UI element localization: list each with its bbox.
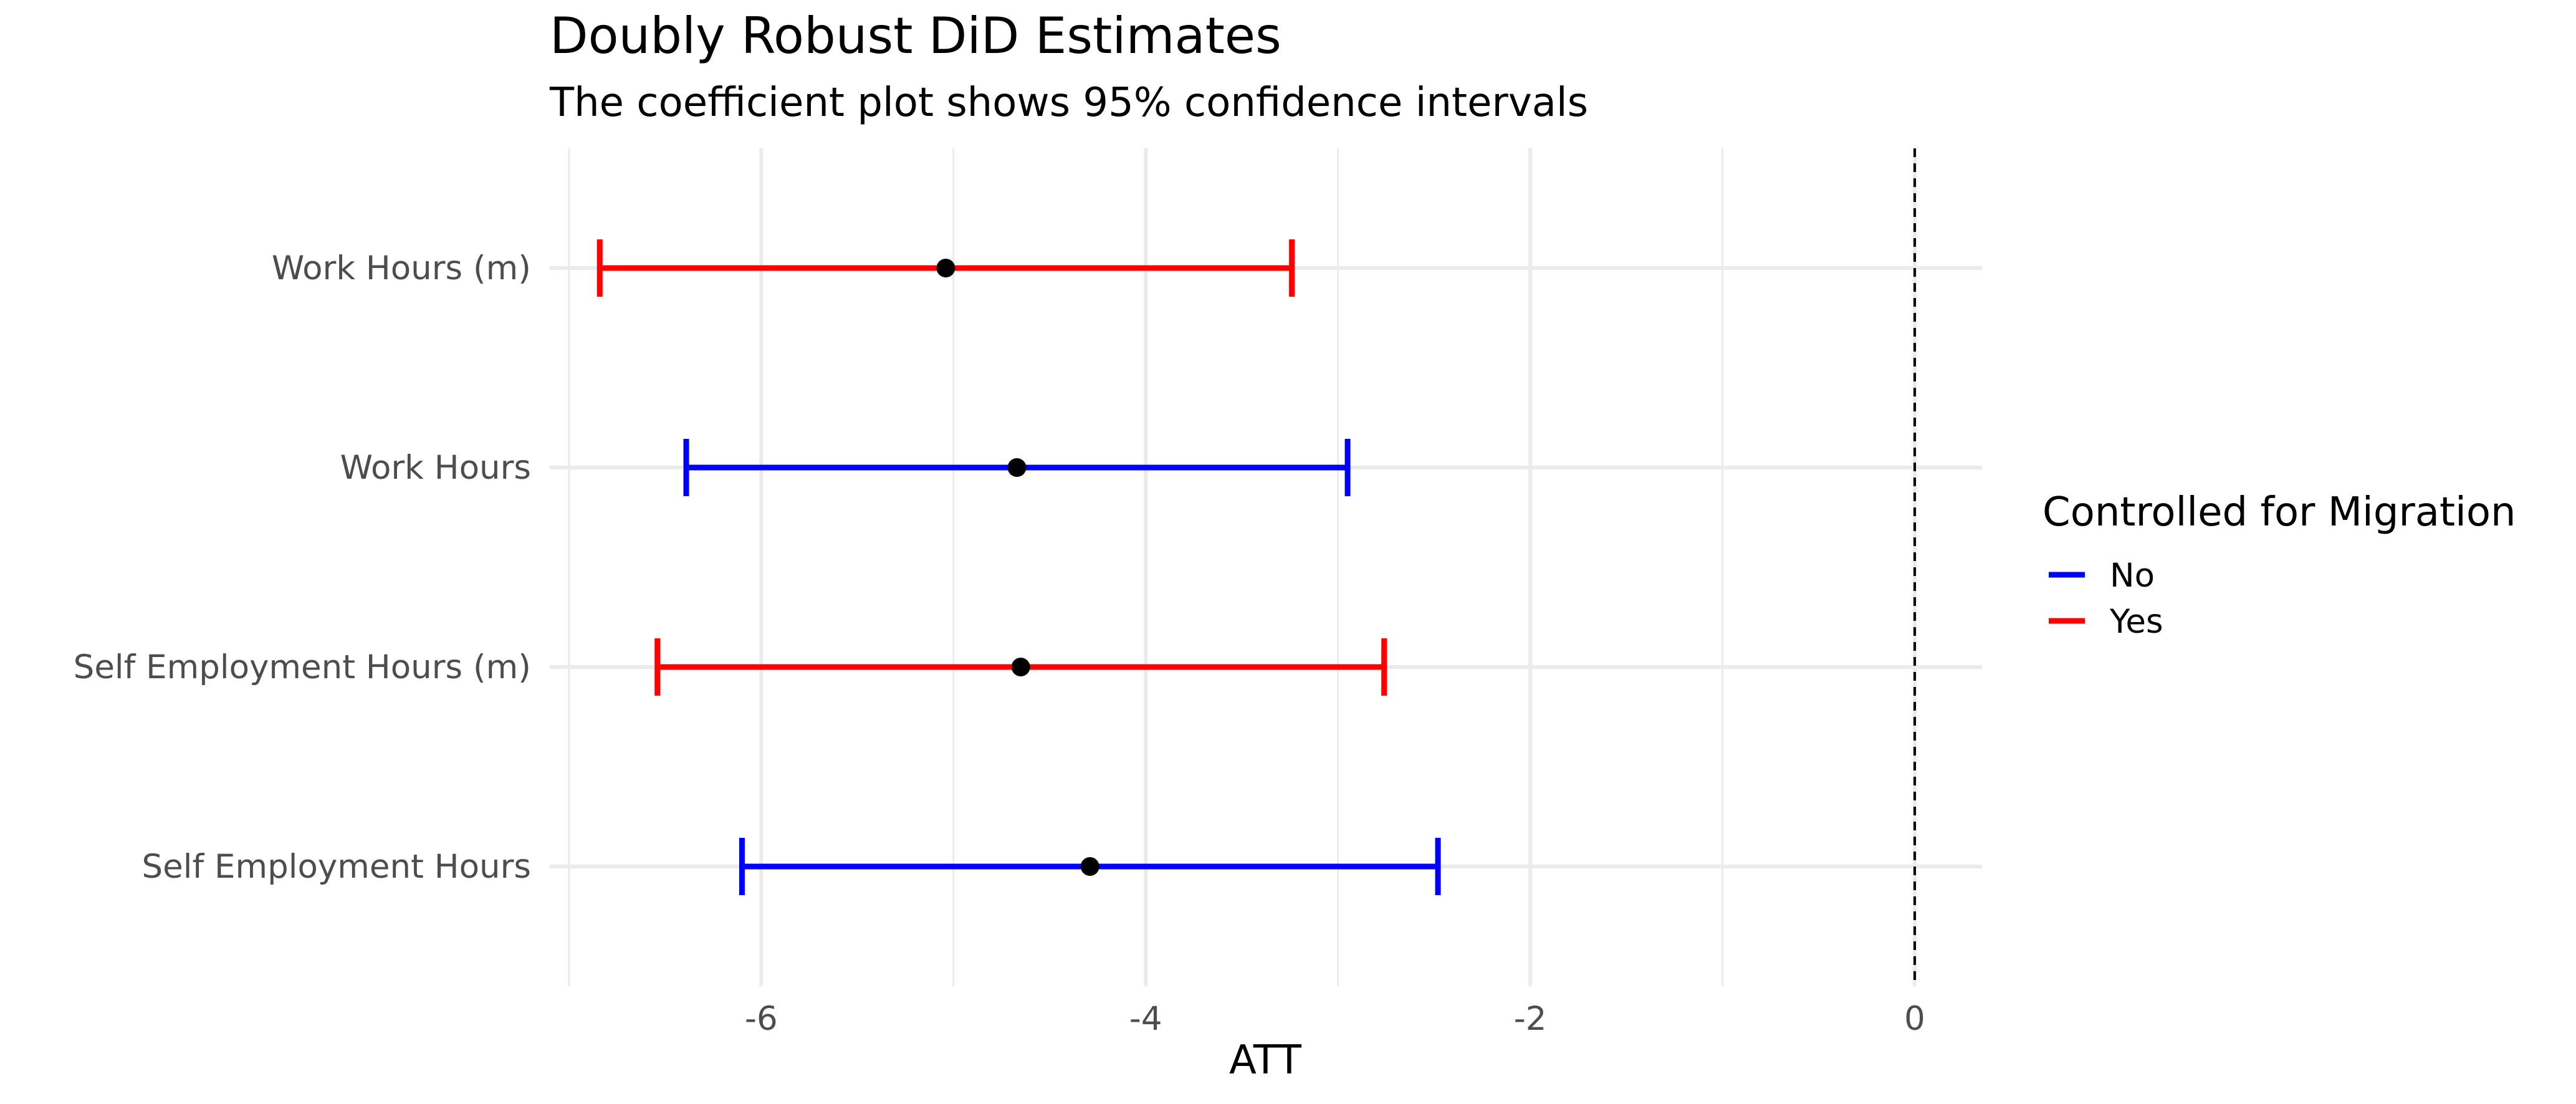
estimate-point [1011, 658, 1030, 676]
estimate-point [1007, 458, 1027, 477]
x-tick-label: -6 [745, 1000, 778, 1038]
chart-subtitle: The coefficient plot shows 95% confidenc… [549, 80, 1588, 126]
x-axis-title: ATT [1229, 1037, 1302, 1083]
estimate-point [1080, 857, 1099, 876]
x-tick-label: -4 [1129, 1000, 1162, 1038]
legend-item: Yes [2049, 603, 2163, 641]
y-tick-label: Self Employment Hours [142, 848, 531, 886]
point-layer [936, 259, 1099, 876]
legend-items: No Yes [2049, 557, 2163, 641]
chart-title: Doubly Robust DiD Estimates [550, 7, 1281, 65]
x-tick-label: -2 [1514, 1000, 1547, 1038]
legend-label: No [2110, 557, 2155, 595]
x-tick-labels: -6 -4 -2 0 [745, 1000, 1925, 1038]
estimate-point [936, 259, 955, 277]
legend-title: Controlled for Migration [2042, 489, 2516, 535]
y-tick-label: Work Hours [340, 449, 531, 487]
legend-item: No [2049, 557, 2155, 595]
x-tick-label: 0 [1904, 1000, 1925, 1038]
y-tick-labels: Work Hours (m) Work Hours Self Employment … [74, 249, 531, 886]
legend-label: Yes [2109, 603, 2163, 641]
y-tick-label: Self Employment Hours (m) [74, 648, 531, 686]
y-tick-label: Work Hours (m) [272, 249, 531, 287]
legend: Controlled for Migration No Yes [2042, 489, 2516, 641]
